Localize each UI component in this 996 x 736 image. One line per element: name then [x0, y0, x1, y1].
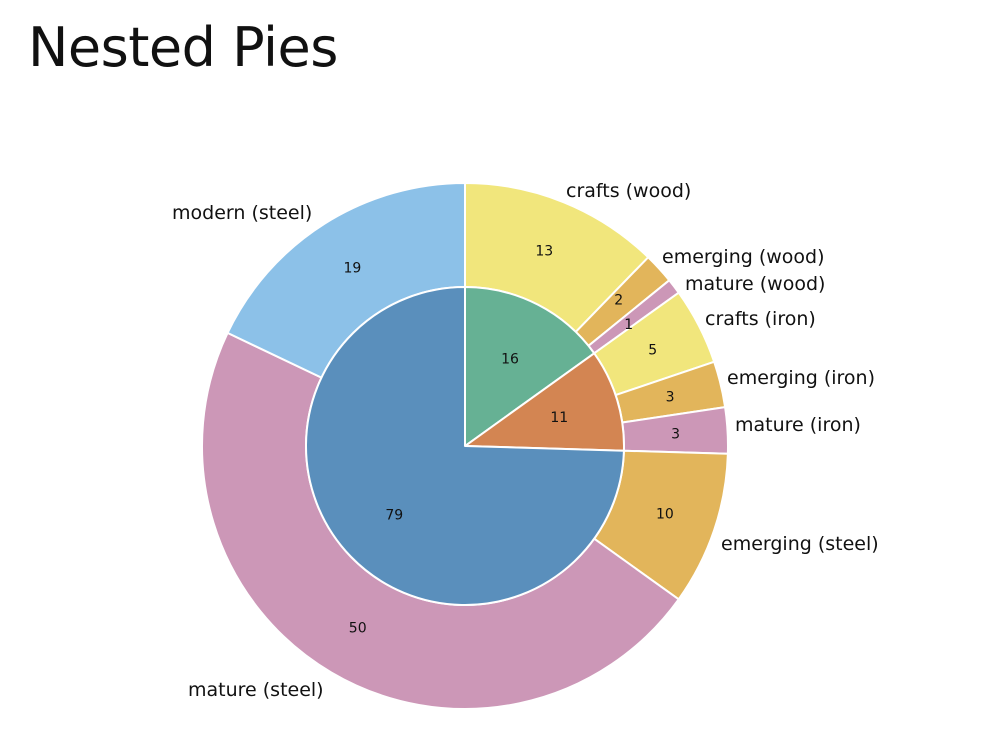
outer-slice-value: 5 — [648, 343, 657, 359]
outer-slice-value: 19 — [343, 261, 361, 277]
outer-slice-value: 3 — [671, 427, 680, 443]
outer-slice-value: 50 — [349, 621, 367, 637]
inner-slice-value: 16 — [501, 351, 519, 367]
outer-slice-label: mature (steel) — [188, 679, 324, 701]
page-title: Nested Pies — [28, 16, 338, 79]
outer-slice-value: 1 — [624, 317, 633, 333]
outer-slice-value: 2 — [614, 293, 623, 309]
inner-slice-value: 11 — [550, 410, 568, 426]
outer-slice-label: crafts (iron) — [705, 308, 816, 330]
outer-slice-label: modern (steel) — [172, 202, 312, 224]
outer-slice-label: mature (iron) — [735, 414, 861, 436]
outer-slice-label: mature (wood) — [685, 273, 825, 295]
inner-slice — [464, 286, 596, 447]
outer-slice-value: 13 — [535, 243, 553, 259]
inner-slice — [464, 352, 625, 452]
outer-slice-label: emerging (wood) — [662, 246, 825, 268]
inner-slice — [305, 286, 625, 606]
outer-slice-label: emerging (steel) — [721, 533, 879, 555]
inner-ring — [305, 286, 625, 606]
value-labels: 13 215 3 3 10 50 19 16 11 79 — [343, 243, 680, 636]
outer-slice-value: 3 — [666, 389, 675, 405]
inner-slice-value: 79 — [385, 508, 403, 524]
outer-slice-label: emerging (iron) — [727, 367, 875, 389]
category-labels: crafts (wood) emerging (wood) mature (wood… — [172, 180, 879, 701]
outer-ring — [201, 182, 729, 710]
outer-slice-label: crafts (wood) — [566, 180, 691, 202]
outer-slice-value: 10 — [656, 507, 674, 523]
